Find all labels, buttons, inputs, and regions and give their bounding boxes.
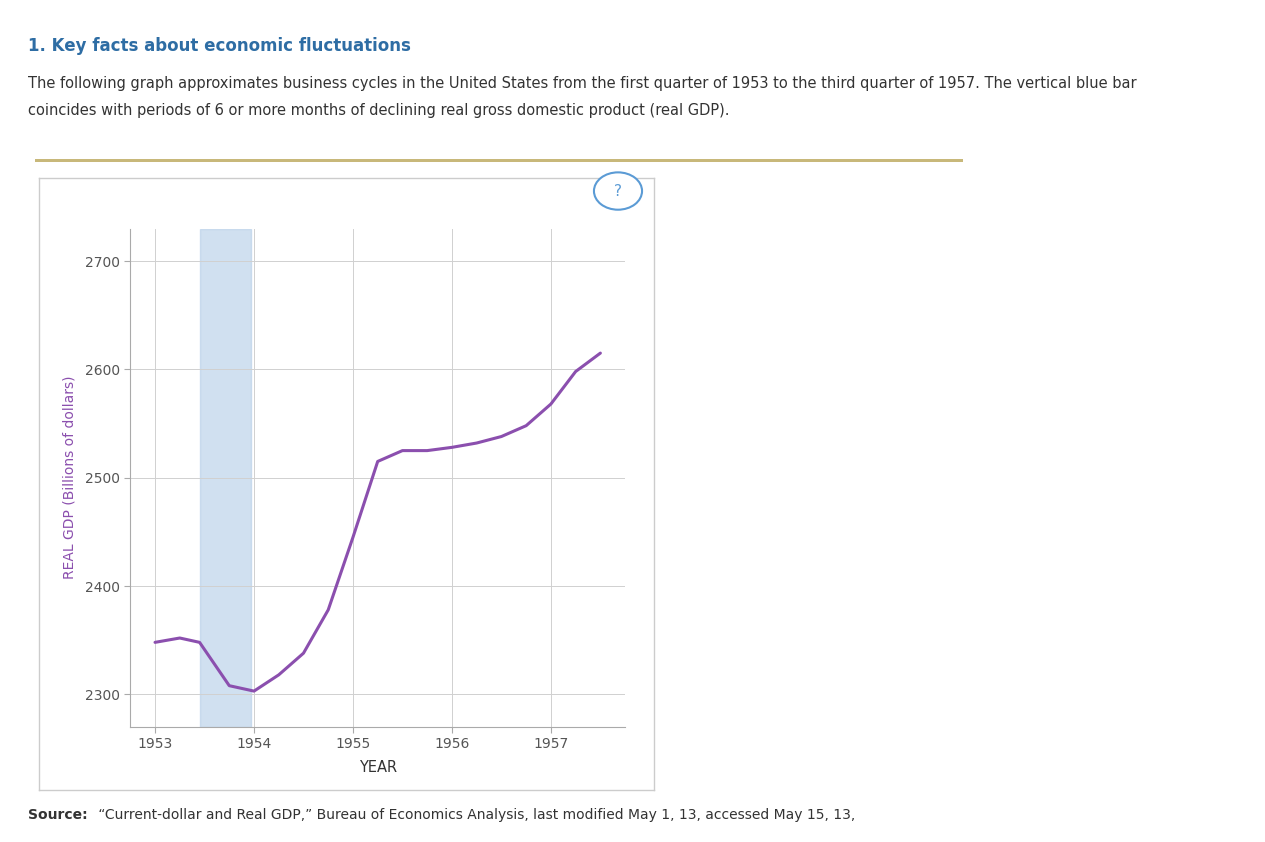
Circle shape — [595, 173, 643, 210]
Text: The following graph approximates business cycles in the United States from the f: The following graph approximates busines… — [28, 76, 1136, 91]
Text: coincides with periods of 6 or more months of declining real gross domestic prod: coincides with periods of 6 or more mont… — [28, 103, 730, 118]
Text: “Current-dollar and Real GDP,” Bureau of Economics Analysis, last modified May 1: “Current-dollar and Real GDP,” Bureau of… — [94, 808, 855, 822]
Text: 1. Key facts about economic fluctuations: 1. Key facts about economic fluctuations — [28, 37, 411, 55]
Text: ?: ? — [614, 184, 622, 200]
Text: Source:: Source: — [28, 808, 87, 822]
X-axis label: YEAR: YEAR — [359, 759, 397, 775]
Bar — [200, 228, 250, 727]
Y-axis label: REAL GDP (Billions of dollars): REAL GDP (Billions of dollars) — [62, 376, 76, 579]
